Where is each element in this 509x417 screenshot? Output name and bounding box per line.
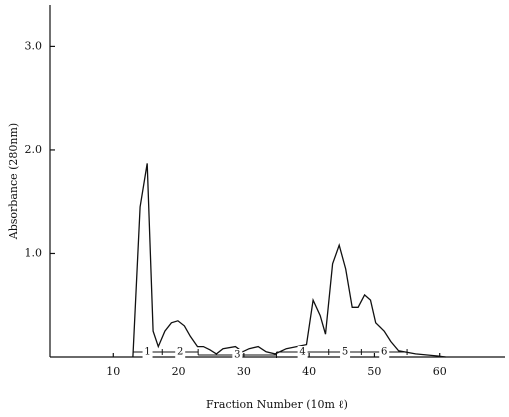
x-tick-label: 60: [433, 365, 447, 378]
x-tick-label: 10: [106, 365, 120, 378]
data-line: [132, 163, 446, 358]
y-axis-label: Absorbance (280nm): [7, 123, 20, 240]
fraction-label: 3: [234, 350, 240, 361]
y-tick-label: 1.0: [25, 246, 43, 259]
x-tick-label: 20: [172, 365, 186, 378]
y-tick-label: 2.0: [25, 143, 43, 156]
fraction-label: 2: [177, 347, 183, 358]
fraction-label-bg: [175, 346, 186, 358]
fraction-label: 1: [144, 347, 150, 358]
fraction-label-bg: [340, 346, 351, 358]
fraction-label-bg: [379, 346, 390, 358]
x-tick-label: 40: [302, 365, 316, 378]
fraction-label-bg: [142, 346, 153, 358]
x-axis-label: Fraction Number (10m ℓ): [206, 398, 348, 411]
fraction-label-bg: [232, 349, 243, 361]
y-tick-label: 3.0: [25, 39, 43, 52]
fraction-label: 5: [342, 347, 348, 358]
x-tick-label: 50: [367, 365, 381, 378]
fraction-label-bg: [297, 346, 308, 358]
fraction-label: 4: [299, 347, 305, 358]
x-tick-label: 30: [237, 365, 251, 378]
fraction-label: 6: [381, 347, 387, 358]
